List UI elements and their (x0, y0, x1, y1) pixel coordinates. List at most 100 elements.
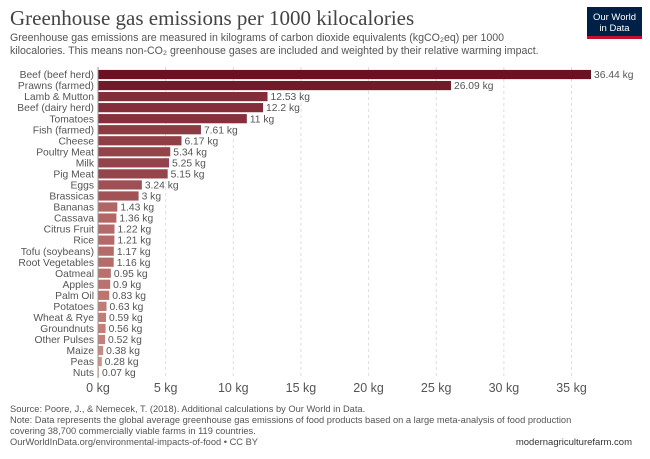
value-label: 5.15 kg (171, 169, 205, 180)
bar[interactable] (98, 147, 171, 157)
bar[interactable] (98, 202, 118, 212)
category-label: Groundnuts (40, 324, 94, 335)
value-label: 0.83 kg (112, 291, 146, 302)
x-tick-label: 15 kg (286, 381, 317, 395)
category-label: Apples (63, 280, 94, 291)
value-label: 0.07 kg (102, 368, 136, 379)
category-label: Prawns (farmed) (18, 81, 94, 92)
value-label: 11 kg (250, 114, 275, 125)
category-label: Lamb & Mutton (24, 92, 94, 103)
bar[interactable] (98, 213, 117, 223)
category-label: Nuts (73, 368, 94, 379)
category-label: Pig Meat (53, 169, 94, 180)
chart-footer: Source: Poore, J., & Nemecek, T. (2018).… (10, 404, 640, 448)
value-label: 0.9 kg (113, 280, 141, 291)
our-world-in-data-logo[interactable]: Our World in Data (587, 7, 642, 39)
watermark: modernagriculturefarm.com (511, 436, 636, 449)
category-label: Maize (67, 346, 95, 357)
category-label: Milk (76, 158, 95, 169)
bar[interactable] (98, 257, 114, 267)
value-label: 0.56 kg (109, 324, 143, 335)
value-label: 12.2 kg (266, 103, 300, 114)
bar[interactable] (98, 80, 451, 91)
category-label: Tomatoes (49, 114, 94, 125)
category-label: Cassava (54, 214, 94, 225)
bar[interactable] (98, 158, 170, 168)
category-label: Cheese (59, 136, 95, 147)
category-label: Poultry Meat (36, 147, 94, 158)
footer-url[interactable]: OurWorldInData.org/environmental-impacts… (10, 437, 258, 447)
category-label: Oatmeal (55, 269, 94, 280)
value-label: 1.36 kg (119, 214, 153, 225)
value-label: 3.24 kg (145, 181, 179, 192)
category-label: Root Vegetables (18, 258, 94, 269)
value-label: 0.59 kg (109, 313, 143, 324)
logo-line-1: Our World (592, 12, 637, 23)
bar[interactable] (98, 312, 106, 322)
category-label: Tofu (soybeans) (21, 247, 94, 258)
bar[interactable] (98, 191, 139, 201)
value-label: 0.28 kg (105, 357, 139, 368)
bar[interactable] (98, 180, 142, 190)
value-label: 0.38 kg (106, 346, 140, 357)
category-label: Palm Oil (55, 291, 94, 302)
value-label: 1.22 kg (118, 225, 152, 236)
value-label: 0.95 kg (114, 269, 148, 280)
bar[interactable] (98, 169, 168, 179)
category-label: Fish (farmed) (33, 125, 94, 136)
x-tick-label: 25 kg (421, 381, 452, 395)
category-label: Beef (beef herd) (20, 70, 94, 81)
value-label: 0.52 kg (108, 335, 142, 346)
bar[interactable] (98, 301, 107, 311)
bar[interactable] (98, 103, 264, 113)
bar[interactable] (98, 290, 110, 300)
x-tick-label: 35 kg (556, 381, 587, 395)
subtitle-line-1: Greenhouse gas emissions are measured in… (10, 32, 505, 44)
x-tick-label: 30 kg (489, 381, 520, 395)
bar[interactable] (98, 69, 591, 80)
value-label: 7.61 kg (204, 125, 238, 136)
bar-chart: Beef (beef herd) 36.44 kg Prawns (farmed) 2… (17, 67, 634, 395)
value-label: 5.34 kg (173, 147, 207, 158)
value-label: 3 kg (142, 192, 162, 203)
category-label: Bananas (53, 203, 94, 214)
value-label: 5.25 kg (172, 158, 206, 169)
value-label: 1.21 kg (117, 236, 151, 247)
category-label: Peas (71, 357, 94, 368)
category-label: Wheat & Rye (33, 313, 94, 324)
bar[interactable] (98, 224, 115, 234)
bar[interactable] (98, 334, 106, 345)
value-label: 1.16 kg (117, 258, 151, 269)
x-tick-label: 0 kg (86, 381, 110, 395)
category-label: Potatoes (53, 302, 94, 313)
logo-line-2: in Data (599, 23, 630, 34)
category-label: Other Pulses (34, 335, 94, 346)
bar[interactable] (98, 356, 102, 367)
bar[interactable] (98, 92, 268, 102)
category-label: Brassicas (49, 192, 94, 203)
bar[interactable] (98, 345, 104, 356)
subtitle-line-2: kilocalories. This means non-CO₂ greenho… (10, 44, 539, 57)
bar[interactable] (98, 268, 111, 278)
bar[interactable] (98, 136, 182, 146)
bar[interactable] (98, 114, 247, 124)
bar[interactable] (98, 246, 114, 256)
category-label: Eggs (71, 181, 94, 192)
x-tick-label: 10 kg (218, 381, 249, 395)
chart-title: Greenhouse gas emissions per 1000 kiloca… (10, 6, 415, 30)
value-label: 36.44 kg (594, 70, 634, 81)
bar[interactable] (98, 125, 201, 135)
footer-source: Source: Poore, J., & Nemecek, T. (2018).… (10, 404, 366, 414)
x-tick-label: 5 kg (154, 381, 178, 395)
chart-subtitle: Greenhouse gas emissions are measured in… (10, 32, 580, 57)
category-label: Citrus Fruit (44, 225, 94, 236)
bar[interactable] (98, 279, 111, 289)
bar[interactable] (98, 235, 115, 245)
bar[interactable] (98, 323, 106, 334)
value-label: 1.17 kg (117, 247, 151, 258)
category-label: Rice (73, 236, 94, 247)
value-label: 0.63 kg (110, 302, 144, 313)
value-label: 12.53 kg (271, 92, 311, 103)
value-label: 26.09 kg (454, 81, 494, 92)
category-label: Beef (dairy herd) (17, 103, 94, 114)
